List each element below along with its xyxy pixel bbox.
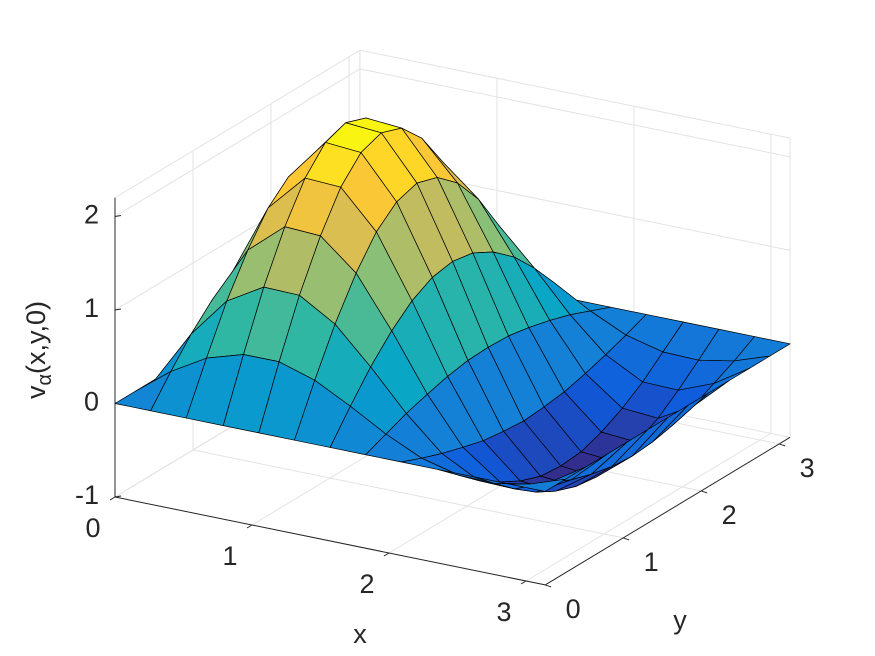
z-label-sub: α (34, 374, 56, 386)
y-tick-label: 1 (644, 547, 659, 577)
x-axis-label: x (353, 619, 367, 649)
x-tick (109, 496, 116, 501)
y-axis-label: y (673, 605, 687, 635)
x-tick (520, 580, 527, 585)
x-axis (114, 496, 546, 586)
z-axis-label: vα(x,y,0) (21, 301, 56, 399)
grid-line (359, 68, 791, 158)
z-tick (114, 495, 122, 498)
y-tick (701, 490, 708, 494)
grid-line (525, 432, 772, 582)
y-tick (545, 584, 552, 588)
z-tick-label: 2 (84, 200, 99, 230)
y-tick-label: 0 (566, 594, 581, 624)
grid-line (192, 449, 624, 539)
z-tick (114, 215, 122, 217)
z-label-rest: (x,y,0) (21, 301, 51, 374)
box-edge (359, 49, 791, 139)
x-tick-label: 0 (85, 513, 100, 543)
z-tick-label: 1 (84, 293, 99, 323)
surface-patch (509, 478, 566, 492)
y-tick (779, 443, 786, 447)
x-tick (246, 524, 253, 529)
y-axis (544, 436, 791, 586)
z-tick-label: 0 (84, 387, 99, 417)
box-edge (114, 49, 361, 199)
x-tick-label: 1 (222, 541, 237, 571)
x-tick-label: 3 (496, 597, 511, 627)
y-tick (623, 537, 630, 541)
y-tick-label: 3 (800, 453, 815, 483)
x-tick-label: 2 (359, 569, 374, 599)
y-tick-label: 2 (722, 500, 737, 530)
z-tick-label: -1 (75, 480, 99, 510)
x-tick (383, 552, 390, 557)
z-tick (114, 308, 122, 311)
z-label-main: v (21, 385, 51, 399)
grid-line (114, 68, 361, 217)
